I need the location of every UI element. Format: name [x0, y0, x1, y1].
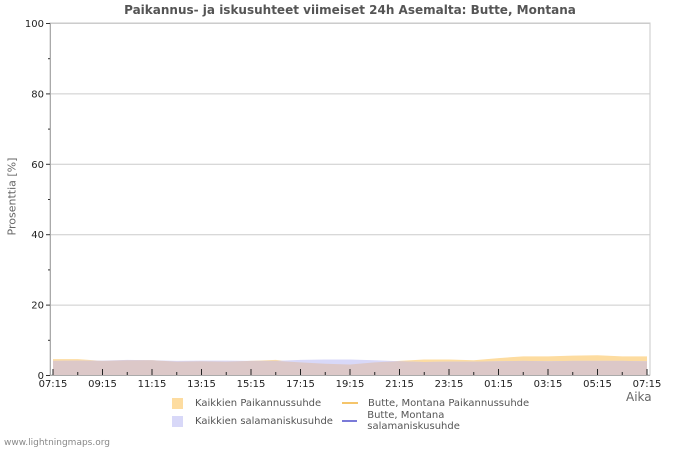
area-swatch-icon — [172, 397, 183, 409]
x-tick-label: 21:15 — [385, 379, 414, 390]
x-tick-label: 13:15 — [187, 379, 216, 390]
x-tick-label: 07:15 — [39, 379, 68, 390]
x-axis-title: Aika — [626, 390, 652, 404]
legend: Kaikkien Paikannussuhde Butte, Montana P… — [172, 394, 532, 432]
x-tick-label: 07:15 — [633, 379, 662, 390]
axes — [46, 23, 650, 376]
x-tick-label: 15:15 — [237, 379, 266, 390]
y-tick-label: 40 — [31, 230, 44, 241]
chart-title: Paikannus- ja iskusuhteet viimeiset 24h … — [124, 3, 576, 17]
y-tick-label: 60 — [31, 160, 44, 171]
x-tick-labels: 07:15 09:15 11:15 13:15 15:15 17:15 19:15 21:15… — [39, 379, 662, 390]
y-tick-label: 0 — [38, 371, 44, 382]
line-swatch-icon — [342, 402, 358, 404]
x-tick-label: 09:15 — [88, 379, 117, 390]
footer-credit: www.lightningmaps.org — [4, 438, 110, 448]
x-tick-label: 05:15 — [583, 379, 612, 390]
x-tick-label: 03:15 — [534, 379, 563, 390]
x-tick-label: 11:15 — [138, 379, 167, 390]
legend-item-station-stroke-ratio: Butte, Montana salamaniskusuhde — [342, 410, 532, 432]
y-tick-label: 80 — [31, 89, 44, 100]
y-tick-labels: 0 20 40 60 80 100 — [25, 19, 44, 382]
legend-item-all-stroke-ratio: Kaikkien salamaniskusuhde — [172, 415, 342, 427]
legend-label: Kaikkien salamaniskusuhde — [195, 415, 333, 427]
area-swatch-icon — [172, 415, 183, 427]
x-tick-label: 23:15 — [435, 379, 464, 390]
y-tick-label: 20 — [31, 301, 44, 312]
x-tick-label: 19:15 — [336, 379, 365, 390]
legend-label: Butte, Montana salamaniskusuhde — [367, 410, 460, 432]
line-swatch-icon — [342, 420, 358, 422]
legend-label: Kaikkien Paikannussuhde — [195, 397, 322, 409]
gridlines — [49, 22, 651, 376]
legend-item-station-location-ratio: Butte, Montana Paikannussuhde — [342, 398, 532, 409]
legend-label: Butte, Montana Paikannussuhde — [368, 397, 530, 409]
x-tick-label: 17:15 — [286, 379, 315, 390]
y-tick-label: 100 — [25, 19, 44, 30]
x-tick-label: 01:15 — [484, 379, 513, 390]
legend-item-all-location-ratio: Kaikkien Paikannussuhde — [172, 397, 342, 409]
